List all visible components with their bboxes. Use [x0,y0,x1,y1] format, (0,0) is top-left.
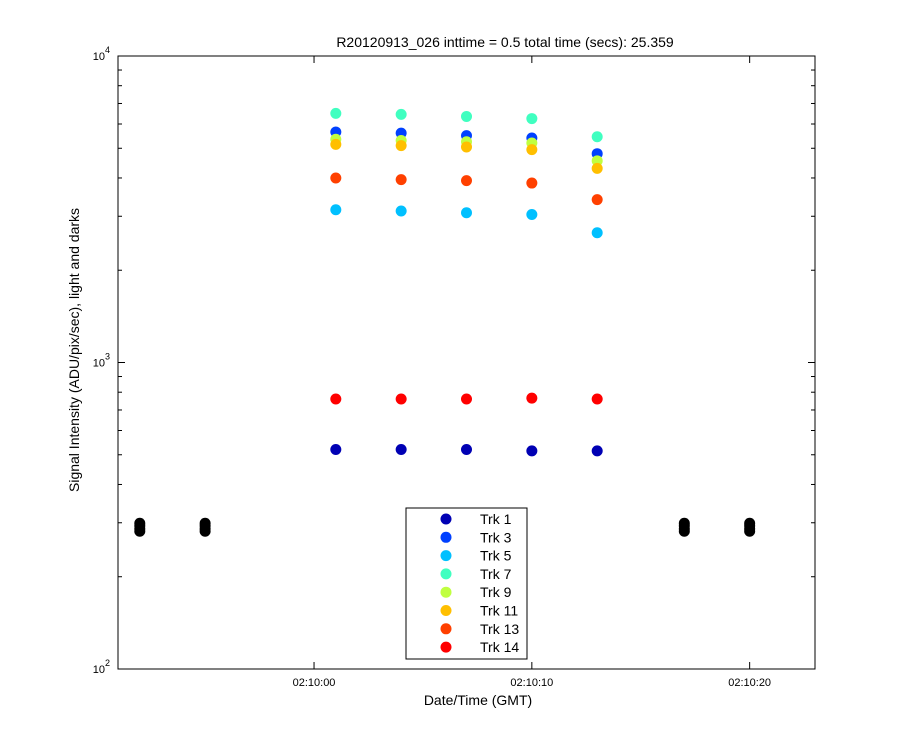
point-trk-5 [395,205,407,217]
legend-label: Trk 5 [480,548,512,564]
point-trk-13 [526,177,538,189]
y-tick-label: 103 [93,352,110,370]
legend-label: Trk 11 [480,603,518,619]
point-trk-5 [526,208,538,220]
legend-marker [440,550,452,562]
point-trk-1 [461,444,472,456]
dark-frame-point [199,525,211,537]
y-tick-exponent: 4 [105,45,110,55]
legend-box [405,507,528,660]
x-tick-label: 02:10:20 [728,677,771,689]
legend: Trk 1 Trk 3 Trk 5 Trk 7 Trk 9 Trk 11 Trk 13 Trk… [405,507,528,660]
legend-marker [440,623,452,635]
point-trk-7 [330,107,342,119]
legend-marker [440,586,452,598]
legend-label: Trk 9 [480,584,512,600]
legend-label: Trk 7 [480,566,512,582]
y-tick-exponent: 3 [105,352,110,362]
dark-frame-point [744,525,756,537]
point-trk-11 [591,162,603,174]
point-trk-11 [395,140,407,152]
point-trk-1 [526,445,538,457]
point-trk-13 [461,175,472,187]
legend-marker [440,513,452,525]
dark-frame-point [678,525,690,537]
point-trk-7 [591,131,603,143]
y-tick-exponent: 2 [105,658,110,668]
chart-title: R20120913_026 inttime = 0.5 total time (… [336,34,674,50]
legend-label: Trk 1 [480,511,512,527]
point-trk-13 [591,194,603,206]
axis-ticks [118,55,815,670]
point-trk-13 [395,174,407,186]
y-axis-label: Signal Intensity (ADU/pix/sec), light an… [66,208,82,492]
data-points [134,107,756,537]
legend-marker [440,605,452,616]
point-trk-7 [395,108,407,120]
legend-marker [440,531,452,543]
point-trk-13 [330,172,342,184]
y-tick-base: 10 [93,51,105,63]
point-trk-1 [395,444,407,456]
dark-frame-point [134,525,146,537]
point-trk-7 [461,110,472,122]
y-tick-label: 104 [93,45,110,63]
point-trk-11 [330,138,342,150]
point-trk-14 [591,393,603,405]
point-trk-14 [330,393,342,405]
point-trk-9 [591,155,603,167]
point-trk-14 [526,392,538,404]
legend-marker [440,568,452,580]
y-tick-base: 10 [93,358,105,370]
legend-label: Trk 14 [480,639,519,655]
point-trk-5 [591,227,603,239]
x-axis-label: Date/Time (GMT) [424,692,532,708]
legend-label: Trk 3 [480,529,512,545]
point-trk-14 [461,393,472,405]
y-tick-base: 10 [93,664,105,676]
y-tick-label: 102 [93,658,110,676]
point-trk-14 [395,393,407,405]
point-trk-5 [461,207,472,219]
point-trk-11 [526,144,538,156]
x-tick-label: 02:10:10 [510,677,553,689]
point-trk-1 [330,444,342,456]
point-trk-1 [591,445,603,457]
point-trk-11 [461,141,472,153]
point-trk-5 [330,204,342,216]
legend-marker [440,641,452,653]
legend-label: Trk 13 [480,621,519,637]
point-trk-7 [526,113,538,125]
x-tick-label: 02:10:00 [293,677,336,689]
